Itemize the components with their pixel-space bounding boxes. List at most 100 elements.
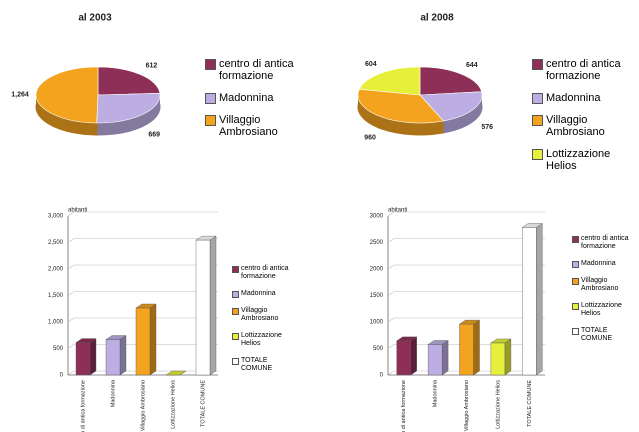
x-tick-label: TOTALE COMUNE xyxy=(200,380,206,427)
legend-swatch xyxy=(532,149,543,160)
x-tick-label: TOTALE COMUNE xyxy=(527,380,533,427)
bar-side xyxy=(89,338,97,376)
legend-label: Lottizzazione Helios xyxy=(241,332,282,347)
x-tick-label: centro di antica formazione xyxy=(401,380,407,432)
bar xyxy=(165,370,187,376)
legend-item: centro di antica formazione xyxy=(205,58,315,82)
bar-side xyxy=(504,338,512,376)
data-label: 960 xyxy=(364,135,376,142)
bar-side xyxy=(473,319,480,376)
y-tick-label: 500 xyxy=(373,346,384,352)
y-tick-label: 2,000 xyxy=(48,267,64,273)
legend-item: TOTALE COMUNE xyxy=(232,357,294,373)
bar xyxy=(135,303,157,376)
legend-swatch xyxy=(232,358,239,365)
legend-label: Lottizzazione Helios xyxy=(546,148,611,172)
bar-side xyxy=(119,335,127,376)
bar-side xyxy=(441,340,449,376)
legend-swatch xyxy=(205,59,216,70)
axis-label: abitanti xyxy=(388,208,407,214)
legend-swatch xyxy=(572,303,579,310)
chart-title: al 2008 xyxy=(420,13,454,24)
legend-item: centro di antica formazione xyxy=(572,235,634,251)
bar-front xyxy=(135,307,151,376)
bar-front xyxy=(195,239,211,376)
data-label: 604 xyxy=(365,61,377,68)
bar xyxy=(427,340,449,376)
grid-line xyxy=(67,317,218,323)
y-tick-label: 2,500 xyxy=(48,240,64,246)
grid-line xyxy=(387,238,545,243)
grid-line xyxy=(67,370,218,376)
y-tick-label: 3000 xyxy=(370,214,384,220)
bar xyxy=(490,338,512,376)
y-tick-label: 1,000 xyxy=(48,320,64,326)
legend-swatch xyxy=(232,291,239,298)
grid-line xyxy=(387,264,545,270)
legend: centro di antica formazione Madonnina Vill… xyxy=(572,235,634,352)
legend-item: Lottizzazione Helios xyxy=(532,148,639,172)
legend-label: Madonnina xyxy=(241,290,276,297)
bar-front xyxy=(459,323,474,376)
x-tick-label: Villaggio Ambrosiano xyxy=(140,380,146,431)
legend-swatch xyxy=(572,261,579,268)
x-tick-label: Villaggio Ambrosiano xyxy=(464,380,470,431)
legend-swatch xyxy=(572,236,579,243)
x-tick-label: Madonnina xyxy=(110,379,116,407)
legend-label: TOTALE COMUNE xyxy=(241,357,273,372)
bar xyxy=(458,319,481,376)
pie-slice-edge xyxy=(443,95,482,133)
legend-swatch xyxy=(232,333,239,340)
y-tick-label: 1,500 xyxy=(48,293,64,299)
y-tick-label: 0 xyxy=(380,373,384,379)
pie-slice xyxy=(96,93,161,124)
pie-slice-edge xyxy=(36,95,97,135)
grid-line xyxy=(387,291,545,296)
grid-line xyxy=(67,264,218,270)
y-tick-label: 3,000 xyxy=(48,214,64,220)
y-tick-label: 500 xyxy=(53,346,64,352)
x-tick-label: Lottizzazione Helios xyxy=(495,380,501,429)
grid-line xyxy=(387,211,545,217)
bar xyxy=(195,235,217,376)
legend-label: Villaggio Ambrosiano xyxy=(581,277,619,292)
legend-label: Villaggio Ambrosiano xyxy=(241,307,279,322)
pie-slice xyxy=(357,88,445,124)
legend-item: TOTALE COMUNE xyxy=(572,327,634,343)
data-label: 669 xyxy=(148,132,160,139)
y-tick-label: 1000 xyxy=(370,320,384,326)
legend-label: Madonnina xyxy=(581,260,616,267)
legend-swatch xyxy=(205,115,216,126)
legend-label: centro di antica formazione xyxy=(546,58,621,82)
pie-slice xyxy=(97,66,161,96)
bar xyxy=(521,223,543,376)
legend-label: centro di antica formazione xyxy=(241,265,289,280)
data-label: 1,264 xyxy=(11,91,29,98)
legend-label: Villaggio Ambrosiano xyxy=(219,114,278,138)
legend-swatch xyxy=(232,308,239,315)
legend-label: TOTALE COMUNE xyxy=(581,327,613,342)
grid-line xyxy=(67,344,218,349)
bar-front xyxy=(396,340,411,376)
bar-front xyxy=(105,339,121,376)
bar-side xyxy=(410,336,417,376)
legend-item: Madonnina xyxy=(205,92,315,104)
legend-item: Madonnina xyxy=(232,290,294,298)
legend-label: centro di antica formazione xyxy=(581,235,629,250)
x-tick-label: Lottizzazione Helios xyxy=(170,380,176,429)
legend-swatch xyxy=(232,266,239,273)
legend-label: Villaggio Ambrosiano xyxy=(546,114,605,138)
bar-front xyxy=(490,342,506,376)
legend-item: Lottizzazione Helios xyxy=(232,332,294,348)
legend-swatch xyxy=(205,93,216,104)
legend-swatch xyxy=(532,93,543,104)
pie-slice xyxy=(419,91,483,122)
legend-item: centro di antica formazione xyxy=(532,58,639,82)
y-tick-label: 2000 xyxy=(370,267,384,273)
legend-item: Villaggio Ambrosiano xyxy=(572,277,634,293)
legend: centro di antica formazione Madonnina Vill… xyxy=(532,58,639,182)
legend-label: Lottizzazione Helios xyxy=(581,302,622,317)
pie-slice xyxy=(358,66,421,96)
